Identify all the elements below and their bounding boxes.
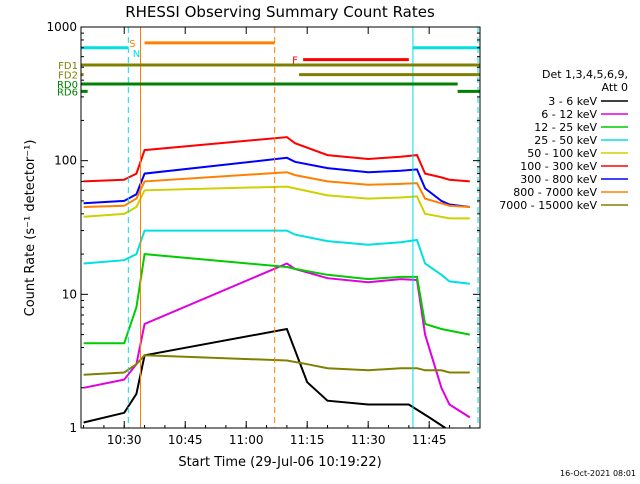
- timestamp: 16-Oct-2021 08:01: [560, 469, 636, 478]
- x-tick-label-10-45: 10:45: [168, 433, 203, 447]
- series-line-6-12-kev: [83, 262, 471, 419]
- legend-label-6-12-kev: 6 - 12 keV: [541, 108, 597, 121]
- legend-label-800-7000-kev: 800 - 7000 keV: [513, 186, 597, 199]
- legend-label-50-100-kev: 50 - 100 keV: [527, 147, 597, 160]
- flag-label-f: F: [292, 56, 298, 67]
- legend-label-25-50-kev: 25 - 50 keV: [534, 134, 597, 147]
- flag-label-rd0: RD0: [57, 80, 78, 91]
- series-line-25-50-kev: [83, 229, 470, 285]
- series-line-12-25-kev: [83, 253, 470, 345]
- legend-label-12-25-kev: 12 - 25 keV: [534, 121, 597, 134]
- legend-label-100-300-kev: 100 - 300 keV: [520, 160, 597, 173]
- series-line-7000-15000-kev: [83, 354, 470, 376]
- y-tick-label-100: 100: [54, 154, 77, 168]
- legend-label-7000-15000-kev: 7000 - 15000 keV: [499, 199, 597, 212]
- flag-label-fd1: FD1: [58, 61, 78, 72]
- x-tick-label-11-15: 11:15: [290, 433, 325, 447]
- flag-label-rd6: RD6: [57, 87, 78, 98]
- y-tick-label-1000: 1000: [46, 20, 77, 34]
- series-line-800-7000-kev: [83, 171, 470, 208]
- chart-title: RHESSI Observing Summary Count Rates: [125, 3, 435, 21]
- plot-frame: [80, 26, 481, 429]
- legend-label-300-800-kev: 300 - 800 keV: [520, 173, 597, 186]
- x-tick-label-11-45: 11:45: [412, 433, 447, 447]
- y-tick-label-10: 10: [62, 287, 77, 301]
- y-tick-label-1: 1: [69, 421, 77, 435]
- data-layer: [83, 136, 471, 428]
- legend-header-line-2: Att 0: [602, 81, 628, 94]
- flag-label-n: N: [133, 49, 140, 60]
- x-axis-label: Start Time (29-Jul-06 10:19:22): [178, 455, 381, 470]
- legend-header-line-1: Det 1,3,4,5,6,9,: [542, 68, 628, 81]
- x-tick-label-10-30: 10:30: [107, 433, 142, 447]
- y-axis-label: Count Rate (s⁻¹ detector⁻¹): [23, 140, 38, 317]
- flag-label-fd2: FD2: [58, 71, 78, 82]
- series-line-300-800-kev: [83, 156, 470, 208]
- series-line-100-300-kev: [83, 136, 470, 183]
- x-tick-label-11-00: 11:00: [229, 433, 264, 447]
- legend-label-3-6-kev: 3 - 6 keV: [548, 95, 597, 108]
- flag-label-s: S: [129, 39, 135, 50]
- axes-layer: 10:30 10:45 11:00 11:15 11:30 11:45 1 10 100 1000: [46, 20, 481, 447]
- x-tick-label-11-30: 11:30: [351, 433, 386, 447]
- series-line-3-6-kev: [83, 327, 446, 428]
- series-line-50-100-kev: [83, 185, 470, 220]
